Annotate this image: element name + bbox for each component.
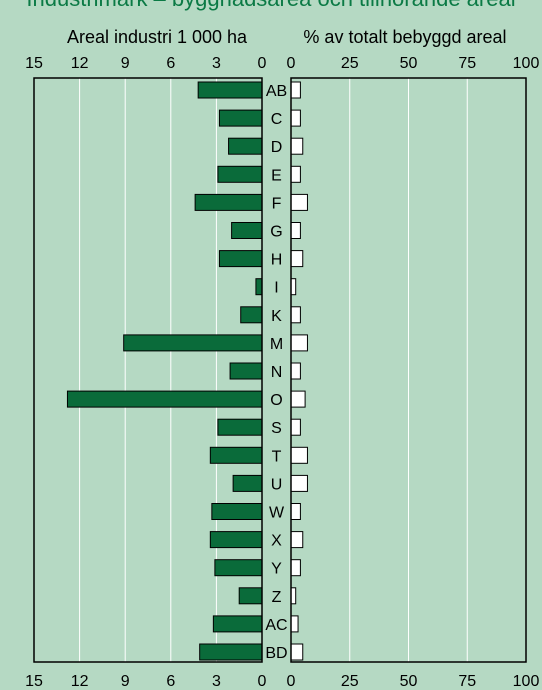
right-bar-bd	[290, 643, 304, 661]
left-bar-ac	[212, 615, 263, 633]
right-panel-frame	[290, 77, 527, 663]
right-bar-y	[290, 559, 301, 577]
left-top-tick-label: 15	[25, 55, 43, 72]
left-bar-m	[123, 334, 263, 352]
category-label-d: D	[271, 139, 283, 156]
left-bar-i	[255, 278, 263, 296]
category-label-i: I	[274, 280, 278, 297]
right-bar-g	[290, 222, 301, 239]
left-bar-w	[211, 503, 263, 520]
right-bar-h	[290, 250, 304, 268]
left-bar-bd	[199, 643, 263, 661]
left-bar-n	[229, 362, 263, 380]
right-bar-o	[290, 390, 306, 408]
category-label-z: Z	[272, 589, 282, 606]
left-top-tick-label: 12	[71, 55, 89, 72]
right-top-tick-label: 100	[513, 55, 540, 72]
category-label-bd: BD	[265, 645, 287, 662]
right-bottom-tick-label: 100	[513, 673, 540, 690]
left-top-tick-label: 0	[258, 55, 267, 72]
left-bottom-tick-label: 9	[121, 673, 130, 690]
left-bottom-tick-label: 0	[258, 673, 267, 690]
category-label-u: U	[271, 476, 283, 493]
right-bar-k	[290, 306, 301, 324]
right-bar-t	[290, 446, 308, 464]
right-bar-ac	[290, 615, 299, 633]
category-label-w: W	[269, 505, 285, 522]
category-label-g: G	[270, 224, 282, 241]
category-label-m: M	[270, 336, 283, 353]
left-bar-t	[209, 446, 263, 464]
category-label-f: F	[272, 195, 282, 212]
category-label-s: S	[271, 420, 282, 437]
left-bottom-tick-label: 15	[25, 673, 43, 690]
left-bar-e	[217, 165, 263, 183]
category-label-t: T	[272, 448, 282, 465]
right-bar-u	[290, 474, 308, 492]
right-bar-m	[290, 334, 308, 352]
category-label-n: N	[271, 364, 283, 381]
left-bar-s	[217, 418, 263, 436]
left-bar-x	[209, 531, 263, 549]
left-bottom-tick-label: 3	[212, 673, 221, 690]
category-label-ab: AB	[266, 83, 287, 100]
left-panel-frame	[33, 77, 263, 663]
left-bottom-tick-label: 12	[71, 673, 89, 690]
left-bar-h	[218, 250, 263, 268]
left-bar-u	[232, 474, 263, 492]
category-label-k: K	[271, 308, 282, 325]
category-label-ac: AC	[265, 617, 287, 634]
left-panel-title: Areal industri 1 000 ha	[67, 27, 248, 47]
right-bar-w	[290, 503, 301, 520]
right-bar-s	[290, 418, 301, 436]
right-bar-ab	[290, 81, 301, 99]
left-bar-c	[218, 109, 263, 127]
left-top-tick-label: 3	[212, 55, 221, 72]
right-top-tick-label: 75	[458, 55, 476, 72]
right-bar-n	[290, 362, 301, 380]
category-label-c: C	[271, 111, 283, 128]
right-bar-e	[290, 165, 301, 183]
left-bar-ab	[197, 81, 263, 99]
left-bar-y	[214, 559, 263, 577]
right-bar-x	[290, 531, 304, 549]
category-label-e: E	[271, 167, 282, 184]
left-top-tick-label: 9	[121, 55, 130, 72]
category-label-o: O	[270, 392, 282, 409]
chart-title-strip: Industrimark – byggnadsarea och tillhöra…	[0, 0, 542, 12]
category-label-h: H	[271, 252, 283, 269]
left-bar-g	[231, 222, 263, 239]
right-bar-c	[290, 109, 301, 127]
category-label-y: Y	[271, 561, 282, 578]
chart-title: Industrimark – byggnadsarea och tillhöra…	[0, 0, 542, 12]
left-bottom-tick-label: 6	[166, 673, 175, 690]
right-panel-title: % av totalt bebyggd areal	[303, 27, 506, 47]
right-top-tick-label: 25	[341, 55, 359, 72]
right-bottom-tick-label: 75	[458, 673, 476, 690]
right-top-tick-label: 50	[400, 55, 418, 72]
right-top-tick-label: 0	[287, 55, 296, 72]
category-label-x: X	[271, 533, 282, 550]
left-top-tick-label: 6	[166, 55, 175, 72]
right-bottom-tick-label: 0	[287, 673, 296, 690]
right-bottom-tick-label: 50	[400, 673, 418, 690]
right-bottom-tick-label: 25	[341, 673, 359, 690]
right-bar-d	[290, 137, 304, 155]
left-bar-k	[240, 306, 263, 324]
right-bar-f	[290, 193, 308, 211]
left-bar-d	[228, 137, 263, 155]
left-bar-f	[194, 193, 263, 211]
left-bar-o	[66, 390, 263, 408]
left-bar-z	[238, 587, 263, 605]
